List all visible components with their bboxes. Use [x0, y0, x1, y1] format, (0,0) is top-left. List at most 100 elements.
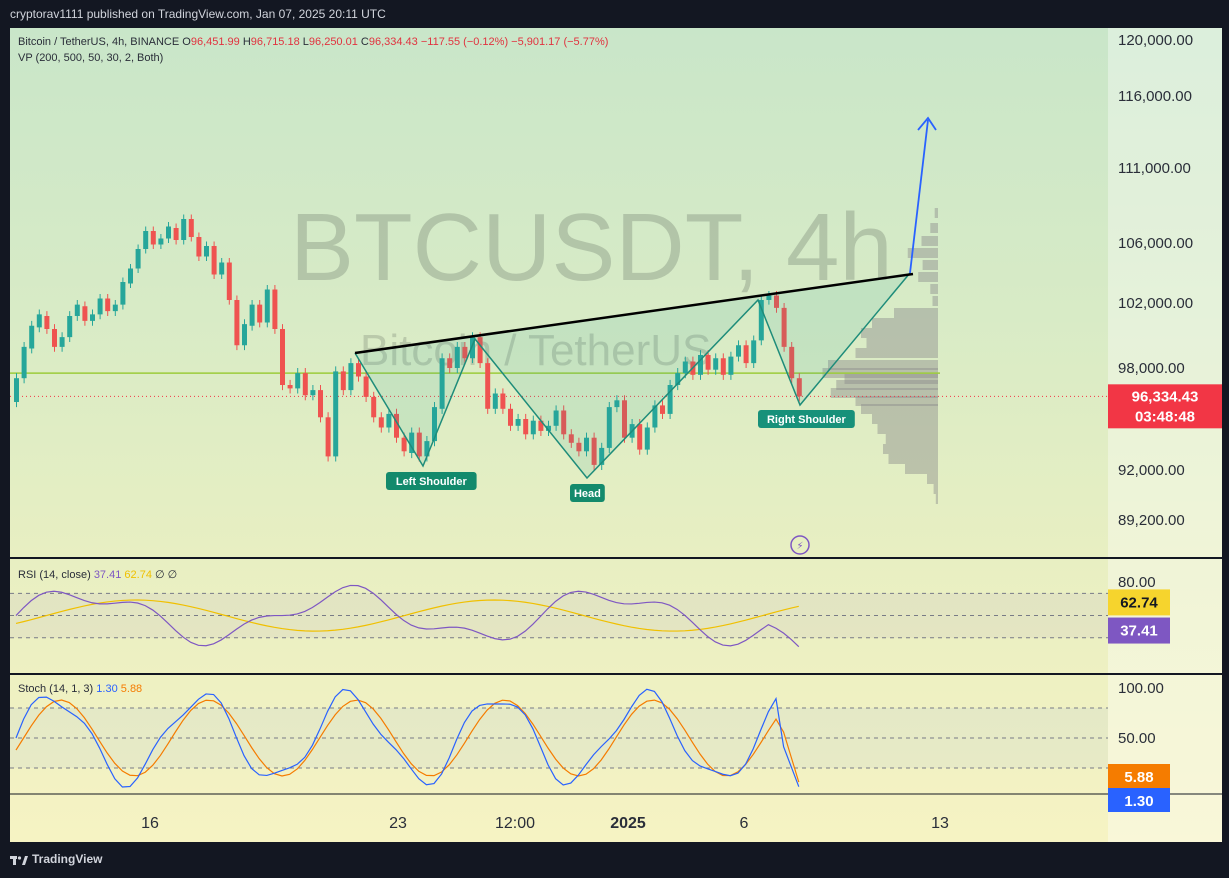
candle	[553, 405, 559, 431]
symbol-legend: Bitcoin / TetherUS, 4h, BINANCE O96,451.…	[18, 36, 608, 48]
candle-body	[295, 373, 301, 389]
candle	[287, 379, 293, 394]
target-arrow	[909, 119, 929, 274]
candle-body	[675, 373, 681, 385]
tradingview-logo-icon	[10, 855, 28, 865]
candle-body	[591, 437, 597, 465]
volume-profile-bar	[933, 484, 938, 494]
low-value: 96,250.01	[308, 36, 358, 48]
rsi-legend[interactable]: RSI (14, close) 37.41 62.74 ∅ ∅	[18, 568, 177, 581]
candle	[758, 295, 764, 346]
candle	[234, 295, 240, 351]
stoch-k-value: 1.30	[96, 683, 118, 695]
candle	[515, 413, 521, 431]
candle-body	[720, 358, 726, 375]
candle	[675, 368, 681, 391]
volume-profile-bar	[828, 360, 938, 370]
candle-body	[363, 376, 369, 397]
current-price-text: 96,334.43	[1132, 388, 1199, 405]
time-tick: 6	[740, 815, 749, 832]
candle	[561, 405, 567, 440]
candle-body	[302, 373, 308, 396]
candle-body	[447, 358, 453, 368]
volume-profile-bar	[930, 284, 938, 294]
candle	[128, 264, 133, 288]
price-axis-bg	[1108, 28, 1222, 842]
change2-value: −5,901.17 (−5.77%)	[511, 36, 609, 48]
candle	[371, 391, 377, 423]
candle	[219, 258, 225, 279]
volume-profile-bar	[855, 396, 938, 406]
candle	[340, 366, 346, 396]
chart-svg[interactable]: BTCUSDT, 4h Bitcoin / TetherUS Left Should…	[10, 28, 1222, 842]
candle	[705, 350, 711, 375]
lightning-glyph: ⚡	[796, 541, 803, 552]
candle	[530, 415, 536, 440]
candle	[462, 342, 468, 364]
candle	[226, 258, 232, 305]
stoch-label: Stoch (14, 1, 3)	[18, 683, 94, 695]
candle-body	[280, 329, 285, 385]
candle-body	[272, 289, 278, 329]
head-label: Head	[570, 484, 605, 502]
tradingview-footer[interactable]: TradingView	[10, 852, 102, 870]
candle	[204, 241, 209, 261]
candle-body	[561, 410, 567, 435]
rsi-band	[10, 593, 1108, 638]
candle	[584, 432, 589, 457]
candle	[508, 403, 513, 431]
candle-body	[439, 358, 445, 409]
candle-body	[378, 417, 384, 428]
candle-body	[158, 238, 164, 245]
candle	[29, 320, 35, 354]
candle-body	[356, 363, 361, 377]
open-value: 96,451.99	[190, 36, 240, 48]
candle	[378, 412, 384, 433]
countdown-text: 03:48:48	[1135, 408, 1195, 425]
volume-profile-bar	[844, 374, 938, 384]
candle	[21, 342, 27, 384]
candle-body	[766, 295, 772, 300]
symbol-title: Bitcoin / TetherUS, 4h, BINANCE	[18, 36, 180, 48]
candle	[409, 427, 415, 459]
high-value: 96,715.18	[250, 36, 300, 48]
candle	[318, 385, 323, 423]
candle	[781, 303, 787, 352]
candle-body	[774, 295, 779, 308]
stoch-legend[interactable]: Stoch (14, 1, 3) 1.30 5.88	[18, 683, 142, 695]
candle-body	[409, 432, 415, 453]
candle-body	[264, 289, 270, 323]
candle	[280, 324, 285, 391]
rsi-ma-tag-text: 62.74	[1120, 594, 1158, 611]
candle	[166, 222, 171, 243]
price-tick: 111,000.00	[1118, 160, 1191, 177]
candle	[105, 294, 111, 316]
open-label: O	[182, 36, 191, 48]
stoch-band	[10, 708, 1108, 768]
rsi-value: 37.41	[93, 569, 122, 581]
candle	[538, 415, 544, 436]
candle-body	[234, 300, 240, 346]
candle-body	[128, 268, 133, 284]
candle-body	[546, 425, 551, 431]
pattern-fill	[355, 273, 910, 478]
candle-body	[781, 307, 787, 347]
candle	[150, 226, 156, 249]
candle-body	[226, 262, 232, 300]
candle	[660, 400, 665, 419]
chart-area[interactable]: BTCUSDT, 4h Bitcoin / TetherUS Left Should…	[10, 28, 1222, 842]
candle-body	[14, 378, 19, 402]
candle	[751, 335, 757, 368]
candle-body	[508, 408, 513, 426]
candle-body	[44, 316, 50, 329]
candle-body	[751, 340, 757, 364]
candle	[135, 244, 141, 273]
candle-body	[394, 413, 399, 438]
volume-profile-bar	[861, 328, 938, 338]
candle-body	[386, 413, 392, 428]
candle	[90, 309, 95, 326]
volume-profile-bar	[888, 454, 938, 464]
candle-body	[743, 345, 749, 364]
vp-legend[interactable]: VP (200, 500, 50, 30, 2, Both)	[18, 52, 164, 64]
candle-body	[52, 329, 57, 347]
